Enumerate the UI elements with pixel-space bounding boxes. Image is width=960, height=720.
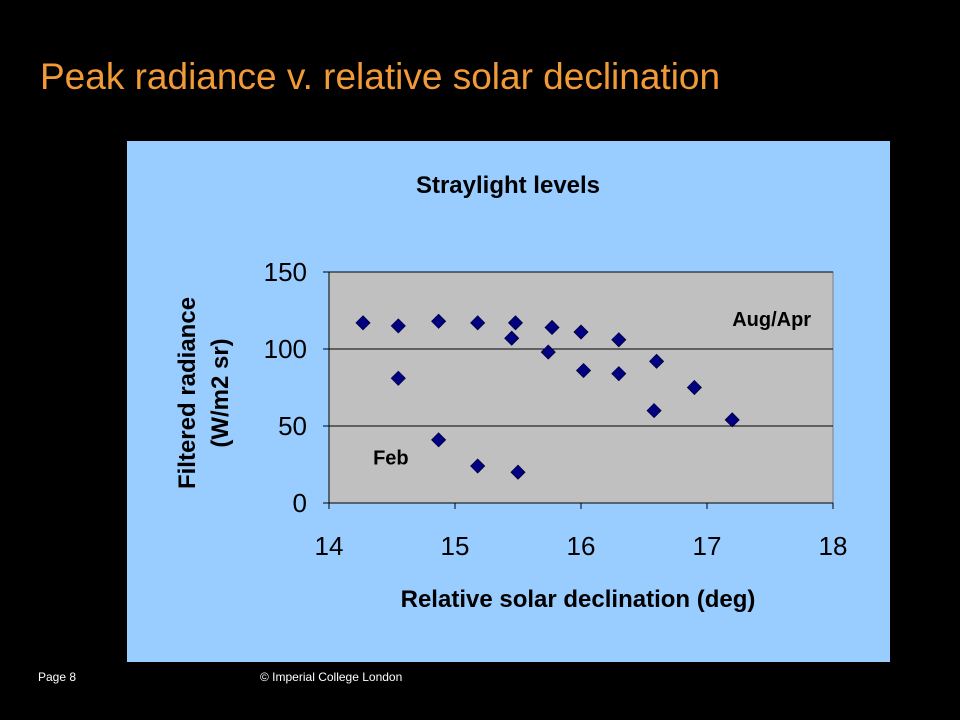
data-point <box>510 464 526 480</box>
data-point <box>575 362 592 379</box>
data-point <box>470 315 486 331</box>
data-point <box>646 403 662 419</box>
y-tick-label: 50 <box>278 411 307 441</box>
y-tick-labels: 0 50 100 150 <box>264 257 307 518</box>
data-point <box>573 324 589 340</box>
axes <box>323 271 834 509</box>
x-tick-label: 17 <box>693 531 722 561</box>
data-point <box>611 332 627 348</box>
x-tick-label: 16 <box>567 531 596 561</box>
data-point <box>724 412 740 428</box>
data-point <box>611 366 627 382</box>
y-tick-label: 100 <box>264 334 307 364</box>
x-tick-label: 15 <box>441 531 470 561</box>
data-point <box>649 353 665 369</box>
data-point <box>544 319 560 336</box>
y-tick-label: 150 <box>264 257 307 287</box>
data-point <box>507 315 524 331</box>
data-point <box>431 432 447 448</box>
data-point <box>686 379 702 396</box>
scatter-chart: Straylight levels 0 50 100 150 14 15 16 17 18 A… <box>174 172 848 613</box>
data-point <box>390 318 406 334</box>
x-tick-label: 18 <box>819 531 848 561</box>
data-point <box>355 315 371 331</box>
footer-page-number: Page 8 <box>38 670 77 684</box>
chart-panel: Straylight levels 0 50 100 150 14 15 16 17 18 A… <box>127 141 890 662</box>
data-point <box>470 458 486 474</box>
data-point <box>390 370 406 386</box>
plot-background <box>328 271 834 504</box>
y-axis-label-line-2: (W/m2 sr) <box>207 338 234 447</box>
data-points <box>355 313 740 480</box>
gridlines <box>329 271 833 427</box>
data-point <box>540 344 556 360</box>
data-point <box>431 313 447 329</box>
x-tick-labels: 14 15 16 17 18 <box>315 531 848 561</box>
y-tick-label: 0 <box>293 488 307 518</box>
slide-title: Peak radiance v. relative solar declinat… <box>40 56 721 97</box>
chart-title: Straylight levels <box>416 172 600 199</box>
y-axis-label-line-1: Filtered radiance <box>174 297 201 489</box>
plot-area <box>328 271 834 504</box>
data-point <box>504 330 520 346</box>
x-axis-label: Relative solar declination (deg) <box>401 586 756 613</box>
annotations: Aug/Apr Feb <box>373 309 811 470</box>
footer-copyright: © Imperial College London <box>260 670 403 684</box>
y-axis-label: Filtered radiance (W/m2 sr) <box>174 297 234 489</box>
chart-annotation: Feb <box>373 448 409 470</box>
chart-annotation: Aug/Apr <box>732 309 811 331</box>
x-tick-label: 14 <box>315 531 344 561</box>
